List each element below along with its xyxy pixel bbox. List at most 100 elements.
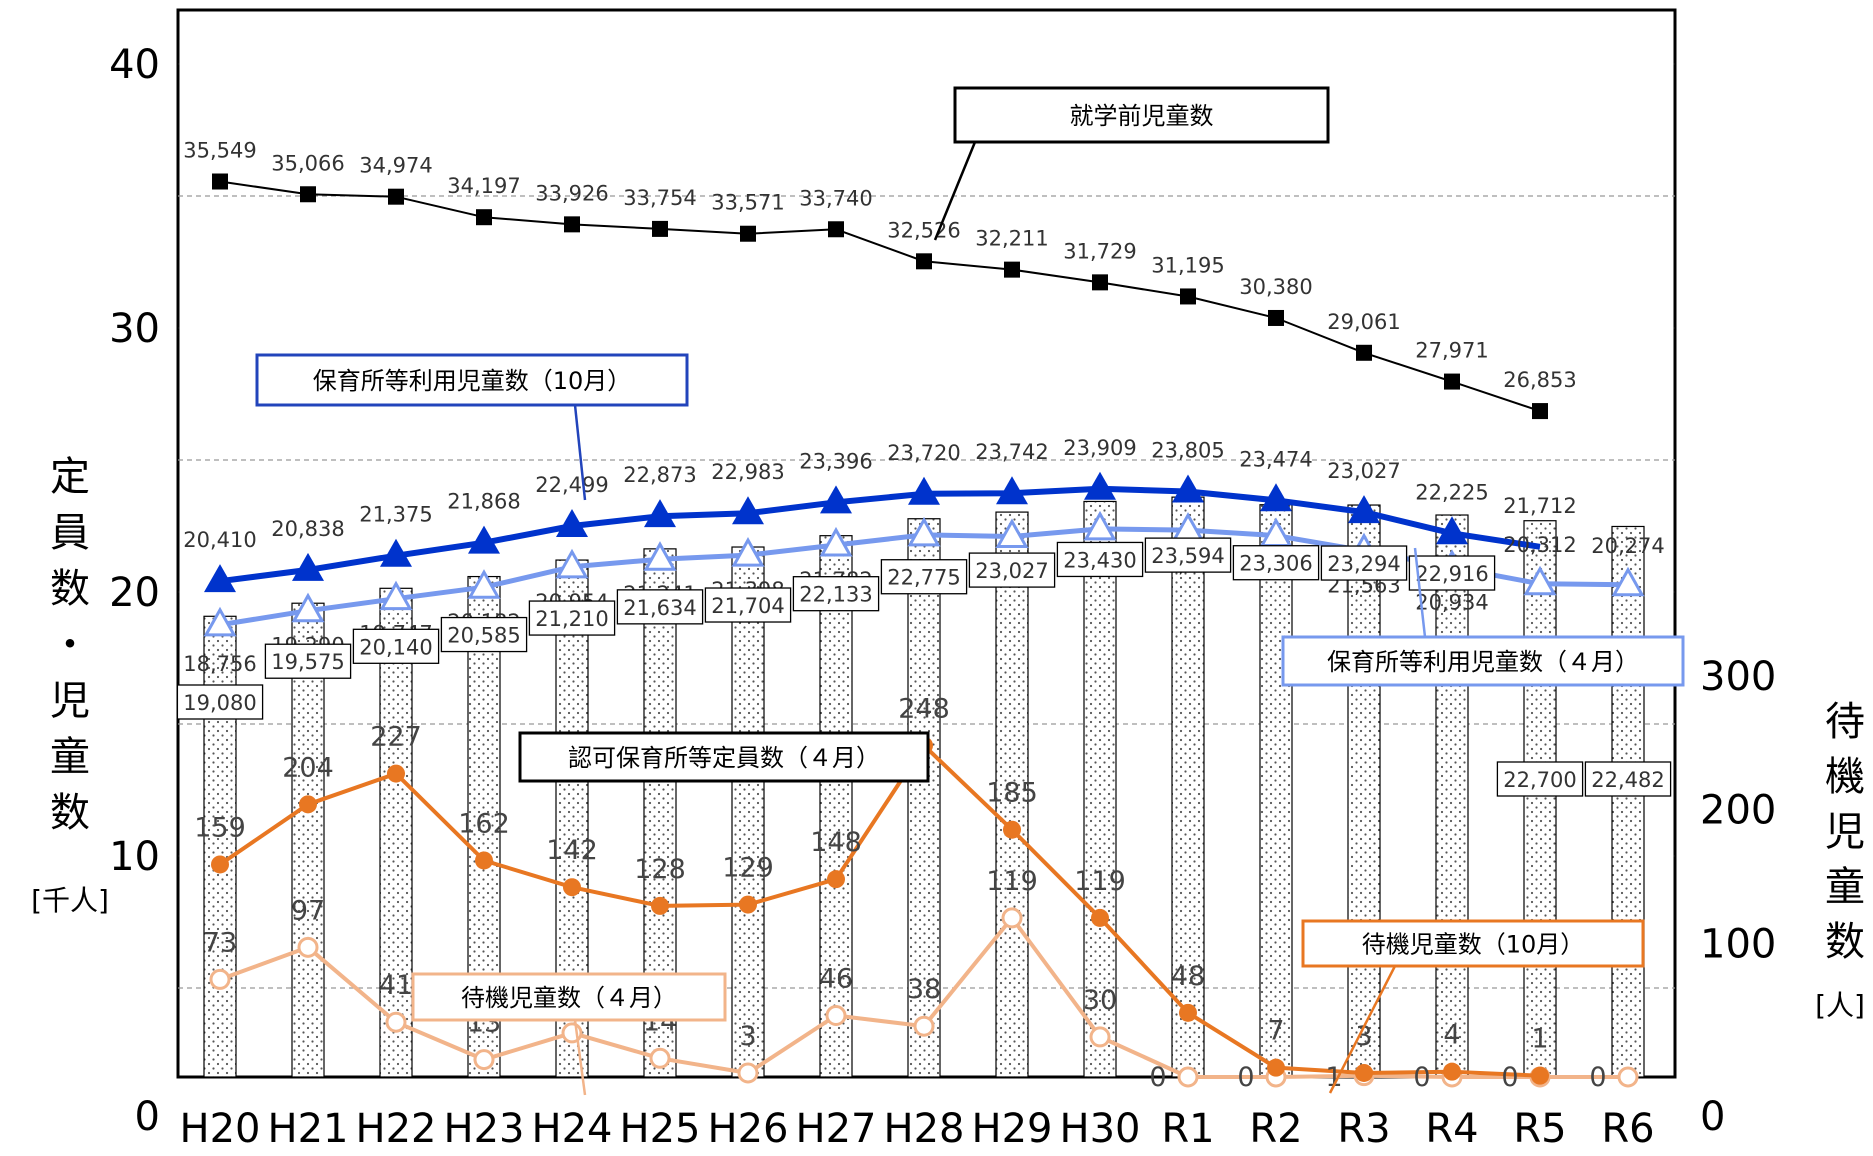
label-waiting-apr-R1: 0 [1149, 1062, 1166, 1093]
point-usage-apr-H21 [291, 592, 325, 623]
x-tick-R4: R4 [1425, 1106, 1478, 1152]
label-waiting-apr-R6: 0 [1589, 1062, 1606, 1093]
x-tick-H28: H28 [884, 1106, 965, 1152]
point-usage-oct-R3 [1348, 495, 1380, 524]
y-left-tick-40: 40 [109, 42, 160, 88]
label-capacity-H25: 21,634 [623, 596, 696, 620]
point-usage-apr-H28 [907, 516, 941, 547]
series-lines [203, 173, 1645, 1088]
point-usage-apr-H23 [467, 569, 501, 599]
point-preschool-R3 [1356, 344, 1372, 361]
label-usage-apr-H20: 18,756 [183, 652, 256, 676]
label-preschool-H28: 32,526 [887, 218, 960, 242]
point-preschool-H25 [652, 220, 668, 237]
svg-text:待機児童数: 待機児童数 [1825, 699, 1865, 965]
label-waiting-apr-H20: 73 [203, 927, 237, 958]
label-capacity-H28: 22,775 [887, 566, 960, 590]
point-waiting-apr-H23 [473, 1049, 495, 1071]
label-waiting-apr-H26: 3 [739, 1021, 756, 1052]
x-tick-R6: R6 [1601, 1106, 1654, 1152]
label-usage-oct-H20: 20,410 [183, 528, 256, 552]
point-usage-oct-H28 [908, 476, 940, 505]
label-capacity-R6: 22,482 [1591, 768, 1664, 792]
line-usage-oct [219, 485, 1541, 585]
y-right-tick-100: 100 [1700, 921, 1776, 967]
label-preschool-H23: 34,197 [447, 174, 520, 198]
point-waiting-oct-R2 [1267, 1058, 1285, 1077]
bar-capacity-H29 [995, 511, 1029, 1078]
point-usage-oct-H23 [468, 525, 500, 554]
label-usage-oct-R5: 21,712 [1503, 494, 1576, 518]
point-preschool-H26 [740, 225, 756, 242]
y-left-title: 定員数・児童数 [50, 454, 90, 836]
label-capacity-R5-box [1496, 761, 1584, 797]
label-waiting-apr-H27: 46 [819, 964, 853, 995]
point-preschool-H28 [916, 253, 932, 270]
point-waiting-oct-R3 [1355, 1063, 1373, 1082]
point-usage-oct-R4 [1436, 516, 1468, 545]
label-usage-oct-R1: 23,805 [1151, 439, 1224, 463]
point-waiting-apr-H28 [913, 1015, 935, 1037]
point-usage-oct-R1 [1172, 474, 1204, 503]
y-right-unit: [人] [1815, 989, 1865, 1022]
label-waiting-oct-H23: 162 [458, 808, 510, 839]
point-waiting-apr-H21 [297, 936, 319, 958]
x-tick-H21: H21 [268, 1106, 349, 1152]
label-capacity-H23-box [440, 616, 528, 653]
callout-usage-apr: 保育所等利用児童数（４月） [1327, 648, 1639, 676]
label-usage-apr-R5: 20,312 [1503, 533, 1576, 557]
point-waiting-apr-R6 [1617, 1066, 1639, 1088]
y-left-unit: [千人] [31, 884, 109, 917]
label-usage-oct-R4: 22,225 [1415, 480, 1488, 504]
point-usage-apr-H29 [995, 518, 1029, 548]
label-capacity-H29: 23,027 [975, 559, 1048, 583]
label-waiting-oct-R1: 48 [1171, 961, 1205, 992]
y-left-tick-20: 20 [109, 570, 160, 616]
label-waiting-oct-H20: 159 [194, 812, 246, 843]
point-usage-apr-R6 [1611, 566, 1645, 597]
x-tick-R3: R3 [1337, 1106, 1390, 1152]
x-tick-H26: H26 [708, 1106, 789, 1152]
label-preschool-H30: 31,729 [1063, 239, 1136, 263]
bar-capacity-R2 [1259, 504, 1293, 1078]
label-capacity-H25-box [616, 589, 704, 625]
label-waiting-apr-R5: 0 [1501, 1062, 1518, 1093]
point-preschool-R1 [1180, 288, 1196, 305]
label-capacity-H23: 20,585 [447, 624, 520, 648]
point-usage-apr-H25 [643, 541, 677, 571]
label-waiting-apr-R2: 0 [1237, 1062, 1254, 1093]
label-capacity-R5: 22,700 [1503, 768, 1576, 792]
data-labels: 35,549 35,066 34,974 34,197 33,926 33,754 33,5… [176, 139, 1672, 1093]
axes: H20 H21 H22 H23 H24 H25 H26 H27 H28 H29 H30 R1 R2 R3 R… [31, 42, 1865, 1152]
callout-waiting-apr-box [411, 972, 727, 1022]
y-right-tick-300: 300 [1700, 654, 1776, 700]
label-capacity-H21: 19,575 [271, 650, 344, 674]
label-capacity-H20: 19,080 [183, 691, 256, 715]
point-waiting-oct-R5 [1531, 1066, 1549, 1085]
x-tick-R1: R1 [1161, 1106, 1214, 1152]
bar-capacity-R1 [1171, 496, 1205, 1078]
label-waiting-apr-H29: 119 [986, 866, 1038, 897]
label-preschool-H25: 33,754 [623, 186, 696, 210]
label-usage-oct-H23: 21,868 [447, 490, 520, 514]
bar-capacity-H27 [819, 535, 853, 1078]
callout-usage-apr-leader [1413, 547, 1427, 638]
point-preschool-H24 [564, 216, 580, 233]
point-usage-oct-H30 [1084, 471, 1116, 500]
point-usage-apr-H22 [379, 580, 413, 611]
label-capacity-H24: 21,210 [535, 607, 608, 631]
point-waiting-oct-H21 [299, 795, 317, 814]
callout-waiting-apr: 待機児童数（４月） [461, 984, 677, 1012]
label-usage-oct-H30: 23,909 [1063, 436, 1136, 460]
label-capacity-H28-box [880, 559, 968, 595]
label-capacity-H30-box [1056, 541, 1144, 578]
label-capacity-H29-box [968, 552, 1056, 588]
label-capacity-R1-box [1144, 537, 1232, 573]
callout-preschool-leader [933, 141, 977, 241]
y-right-title: 待機児童数 [1825, 699, 1865, 965]
label-capacity-R2-box [1232, 545, 1320, 581]
y-left-tick-0: 0 [135, 1094, 160, 1140]
callout-usage-apr-box [1281, 635, 1685, 687]
